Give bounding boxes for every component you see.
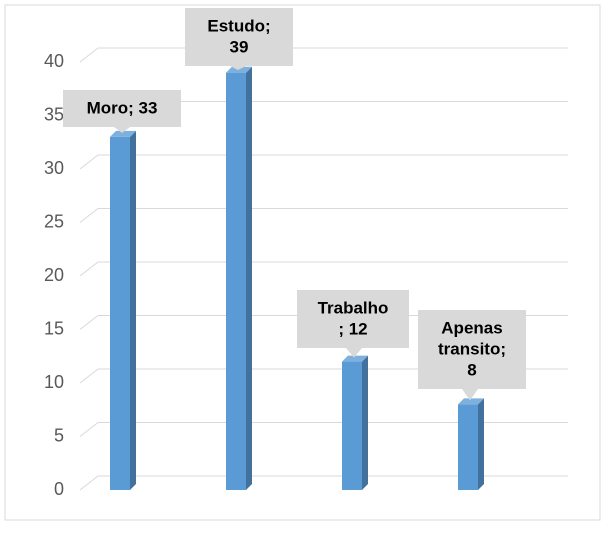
data-label: Estudo; — [207, 16, 270, 35]
callout-pointer — [346, 348, 362, 358]
bar — [458, 404, 478, 490]
bar-side — [130, 130, 136, 490]
bar-top — [226, 66, 252, 73]
grid-line — [79, 261, 99, 277]
callout-box — [185, 8, 293, 66]
bar-side — [478, 398, 484, 490]
y-tick-label: 0 — [54, 479, 64, 499]
callout-pointer — [114, 127, 130, 133]
data-label: transito; — [438, 339, 506, 358]
y-tick-label: 25 — [44, 211, 64, 231]
grid-line — [79, 315, 99, 330]
grid-line — [79, 475, 99, 491]
callout-pointer — [230, 66, 246, 70]
grid-line — [79, 368, 99, 384]
bar-side — [362, 355, 368, 490]
data-label: 39 — [230, 37, 249, 56]
bar — [110, 136, 130, 490]
data-label: 8 — [467, 360, 476, 379]
bar-top — [110, 130, 136, 137]
y-tick-label: 35 — [44, 104, 64, 124]
y-tick-label: 5 — [54, 425, 64, 445]
bar-top — [342, 355, 368, 362]
callout-pointer — [462, 389, 478, 401]
y-tick-label: 30 — [44, 158, 64, 178]
callout-box — [63, 90, 181, 127]
grid-line — [79, 208, 99, 223]
callout-box — [418, 310, 526, 389]
grid-line — [79, 47, 99, 63]
y-tick-label: 20 — [44, 265, 64, 285]
y-tick-label: 10 — [44, 372, 64, 392]
data-label: ; 12 — [338, 319, 367, 338]
bar-side — [246, 66, 252, 490]
bar — [342, 361, 362, 490]
data-label: Trabalho — [318, 298, 389, 317]
bar — [226, 72, 246, 490]
grid-line — [79, 422, 99, 437]
data-label: Apenas — [441, 318, 502, 337]
bar-top — [458, 398, 484, 405]
data-label: Moro; 33 — [87, 98, 158, 117]
callout-box — [297, 290, 409, 348]
y-tick-label: 15 — [44, 318, 64, 338]
y-tick-label: 40 — [44, 51, 64, 71]
grid-line — [79, 154, 99, 170]
